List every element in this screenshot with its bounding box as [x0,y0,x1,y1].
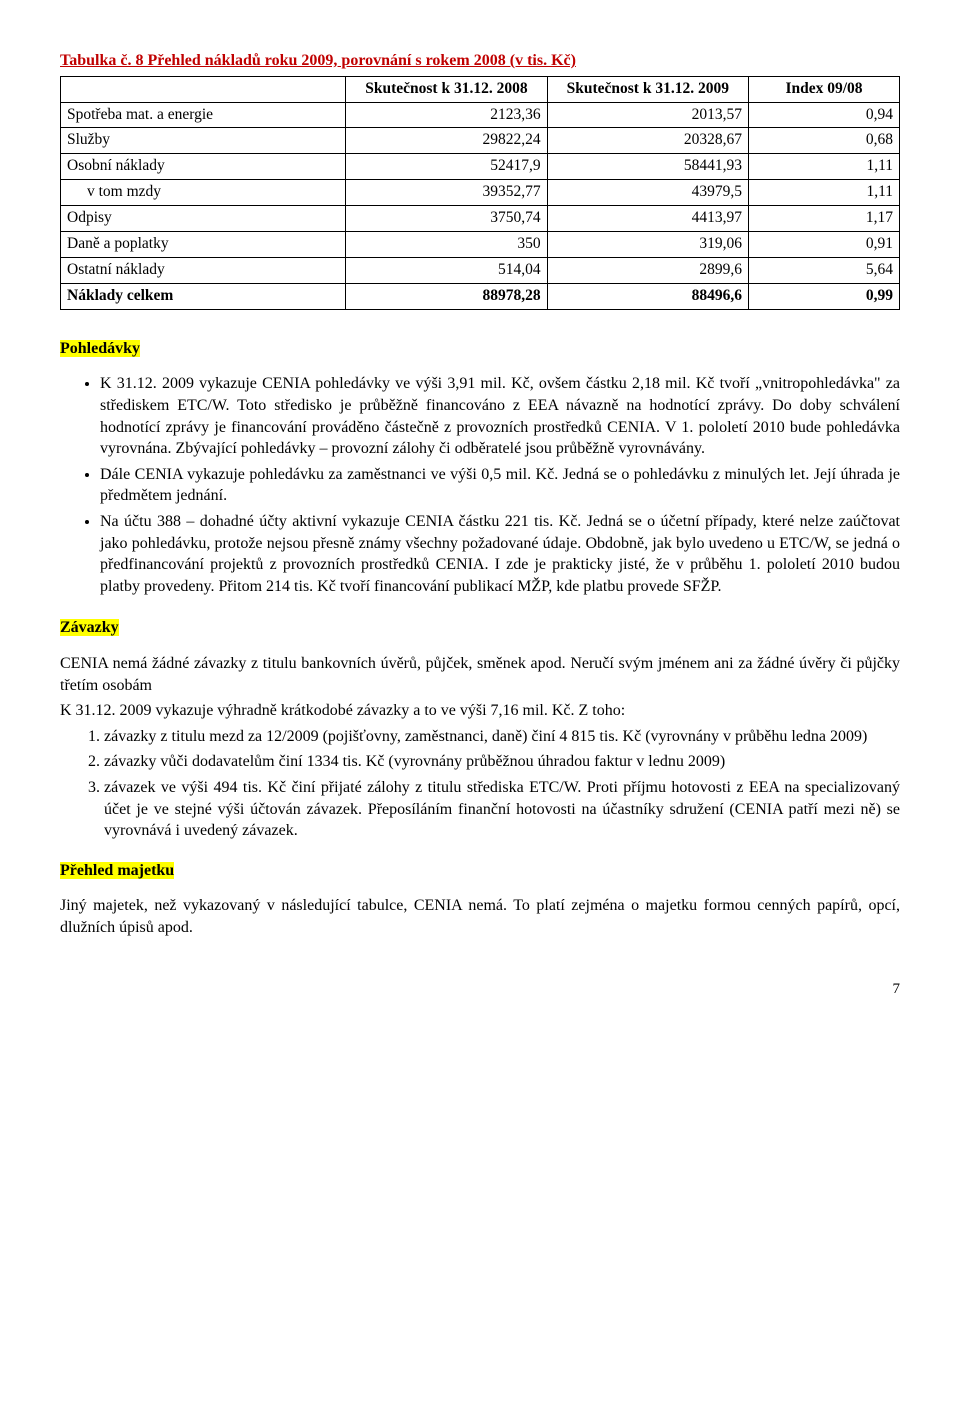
table-row: Spotřeba mat. a energie2123,362013,570,9… [61,102,900,128]
row-label: Osobní náklady [61,154,346,180]
row-v2009: 43979,5 [547,180,748,206]
row-label: Služby [61,128,346,154]
row-v2009: 2013,57 [547,102,748,128]
col-header-2008: Skutečnost k 31.12. 2008 [346,76,547,102]
section-prehled: Přehled majetku [60,860,900,882]
row-v2008: 3750,74 [346,206,547,232]
section-pohledavky-label: Pohledávky [60,340,140,357]
row-index: 0,68 [748,128,899,154]
row-v2008: 514,04 [346,258,547,284]
row-v2009: 20328,67 [547,128,748,154]
zavazky-p1: CENIA nemá žádné závazky z titulu bankov… [60,653,900,696]
section-prehled-label: Přehled majetku [60,862,174,879]
list-item: závazek ve výši 494 tis. Kč činí přijaté… [104,777,900,842]
page-number: 7 [60,979,900,999]
row-v2008: 52417,9 [346,154,547,180]
table-header-row: Skutečnost k 31.12. 2008 Skutečnost k 31… [61,76,900,102]
row-v2008: 88978,28 [346,283,547,309]
row-v2009: 58441,93 [547,154,748,180]
col-header-blank [61,76,346,102]
row-v2008: 29822,24 [346,128,547,154]
table-row: Daně a poplatky350319,060,91 [61,232,900,258]
row-v2008: 350 [346,232,547,258]
row-v2009: 4413,97 [547,206,748,232]
list-item: závazky z titulu mezd za 12/2009 (pojišť… [104,726,900,748]
row-v2008: 2123,36 [346,102,547,128]
list-item: Dále CENIA vykazuje pohledávku za zaměst… [100,464,900,507]
col-header-2009: Skutečnost k 31.12. 2009 [547,76,748,102]
row-label: Daně a poplatky [61,232,346,258]
row-label: Náklady celkem [61,283,346,309]
row-index: 1,17 [748,206,899,232]
row-v2009: 319,06 [547,232,748,258]
table-row: Ostatní náklady514,042899,65,64 [61,258,900,284]
list-item: K 31.12. 2009 vykazuje CENIA pohledávky … [100,373,900,459]
table-row: Služby29822,2420328,670,68 [61,128,900,154]
table-row: Osobní náklady52417,958441,931,11 [61,154,900,180]
row-label: Spotřeba mat. a energie [61,102,346,128]
section-zavazky-label: Závazky [60,619,119,636]
table-row: Náklady celkem88978,2888496,60,99 [61,283,900,309]
row-label: Ostatní náklady [61,258,346,284]
bullet-list: K 31.12. 2009 vykazuje CENIA pohledávky … [60,373,900,597]
table-row: Odpisy3750,744413,971,17 [61,206,900,232]
ordered-list: závazky z titulu mezd za 12/2009 (pojišť… [60,726,900,842]
row-index: 0,91 [748,232,899,258]
table-row: v tom mzdy39352,7743979,51,11 [61,180,900,206]
row-v2009: 2899,6 [547,258,748,284]
table-title: Tabulka č. 8 Přehled nákladů roku 2009, … [60,50,900,72]
zavazky-p2: K 31.12. 2009 vykazuje výhradně krátkodo… [60,700,900,722]
prehled-p: Jiný majetek, než vykazovaný v následují… [60,895,900,938]
row-label: Odpisy [61,206,346,232]
section-pohledavky: Pohledávky [60,338,900,360]
section-zavazky: Závazky [60,617,900,639]
row-index: 1,11 [748,180,899,206]
row-v2008: 39352,77 [346,180,547,206]
row-index: 0,99 [748,283,899,309]
row-v2009: 88496,6 [547,283,748,309]
row-index: 1,11 [748,154,899,180]
costs-table: Skutečnost k 31.12. 2008 Skutečnost k 31… [60,76,900,310]
row-label: v tom mzdy [61,180,346,206]
row-index: 0,94 [748,102,899,128]
col-header-index: Index 09/08 [748,76,899,102]
row-index: 5,64 [748,258,899,284]
list-item: Na účtu 388 – dohadné účty aktivní vykaz… [100,511,900,597]
list-item: závazky vůči dodavatelům činí 1334 tis. … [104,751,900,773]
